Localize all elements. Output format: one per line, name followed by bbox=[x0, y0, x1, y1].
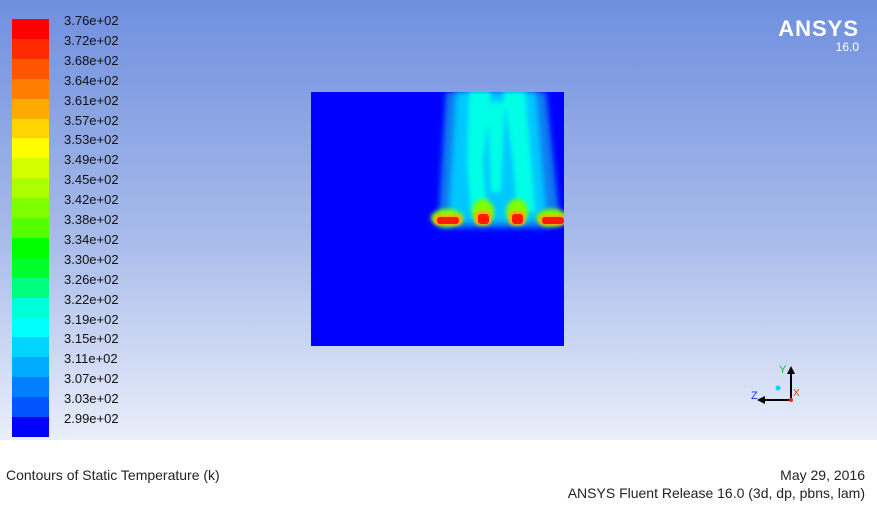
legend-tick-label: 3.68e+02 bbox=[64, 52, 119, 68]
legend-tick-label: 3.42e+02 bbox=[64, 192, 119, 208]
legend-swatch bbox=[12, 337, 49, 358]
legend-swatch bbox=[12, 98, 49, 119]
y-axis-label: Y bbox=[779, 364, 787, 376]
ansys-logo: ANSYS 16.0 bbox=[778, 16, 859, 55]
legend-swatch bbox=[12, 397, 49, 418]
legend-tick-label: 3.45e+02 bbox=[64, 172, 119, 188]
legend-tick-label: 3.76e+02 bbox=[64, 13, 119, 28]
legend-swatch bbox=[12, 178, 49, 199]
brand-name: ANSYS bbox=[778, 16, 859, 41]
legend-swatch bbox=[12, 58, 49, 79]
legend-swatch bbox=[12, 138, 49, 159]
legend-swatch bbox=[12, 198, 49, 219]
legend-swatch bbox=[12, 357, 49, 378]
legend-swatch bbox=[12, 218, 49, 238]
plot-caption: Contours of Static Temperature (k) bbox=[6, 467, 220, 483]
legend-tick-label: 3.07e+02 bbox=[64, 371, 119, 387]
legend-tick-label: 3.34e+02 bbox=[64, 231, 119, 247]
legend-tick-label: 3.57e+02 bbox=[64, 112, 119, 128]
legend-tick-label: 3.03e+02 bbox=[64, 391, 119, 407]
legend-swatch bbox=[12, 377, 49, 398]
legend-swatch bbox=[12, 78, 49, 99]
legend-swatch bbox=[12, 19, 49, 39]
legend-swatch bbox=[12, 257, 49, 278]
legend-tick-label: 3.11e+02 bbox=[64, 351, 118, 367]
legend-tick-label: 3.53e+02 bbox=[64, 132, 119, 148]
legend-tick-label: 3.22e+02 bbox=[64, 291, 119, 307]
legend-tick-label: 3.26e+02 bbox=[64, 271, 119, 287]
brand-version: 16.0 bbox=[835, 40, 859, 54]
heater-elements bbox=[437, 214, 564, 224]
temperature-contour-plot[interactable] bbox=[311, 92, 564, 346]
legend-tick-label: 2.99e+02 bbox=[64, 411, 119, 426]
legend-tick-label: 3.38e+02 bbox=[64, 212, 119, 227]
legend-swatch bbox=[12, 277, 49, 298]
legend-tick-label: 3.72e+02 bbox=[64, 32, 119, 48]
legend-swatch bbox=[12, 158, 49, 179]
legend-tick-label: 3.19e+02 bbox=[64, 311, 119, 327]
graphics-viewport[interactable]: 3.76e+02 3.72e+02 3.68e+02 3.64e+02 3.61e+02… bbox=[0, 0, 877, 440]
legend-swatch bbox=[12, 297, 49, 318]
plot-footer: Contours of Static Temperature (k) May 2… bbox=[0, 440, 877, 514]
z-axis-label: Z bbox=[751, 390, 758, 402]
release-info: ANSYS Fluent Release 16.0 (3d, dp, pbns,… bbox=[567, 485, 865, 501]
legend-tick-label: 3.15e+02 bbox=[64, 331, 119, 347]
legend-swatch bbox=[12, 237, 49, 258]
legend-tick-label: 3.61e+02 bbox=[64, 92, 119, 108]
legend-swatch bbox=[12, 417, 49, 437]
legend-swatch bbox=[12, 118, 49, 139]
axis-triad: Y Z X bbox=[751, 364, 800, 404]
plume-core bbox=[467, 92, 535, 212]
legend-swatch bbox=[12, 317, 49, 338]
legend-tick-label: 3.49e+02 bbox=[64, 152, 119, 168]
x-axis-label: X bbox=[793, 388, 800, 399]
legend-swatch bbox=[12, 38, 49, 59]
legend-tick-label: 3.30e+02 bbox=[64, 251, 119, 267]
legend-tick-label: 3.64e+02 bbox=[64, 72, 119, 88]
plot-date: May 29, 2016 bbox=[780, 467, 865, 483]
